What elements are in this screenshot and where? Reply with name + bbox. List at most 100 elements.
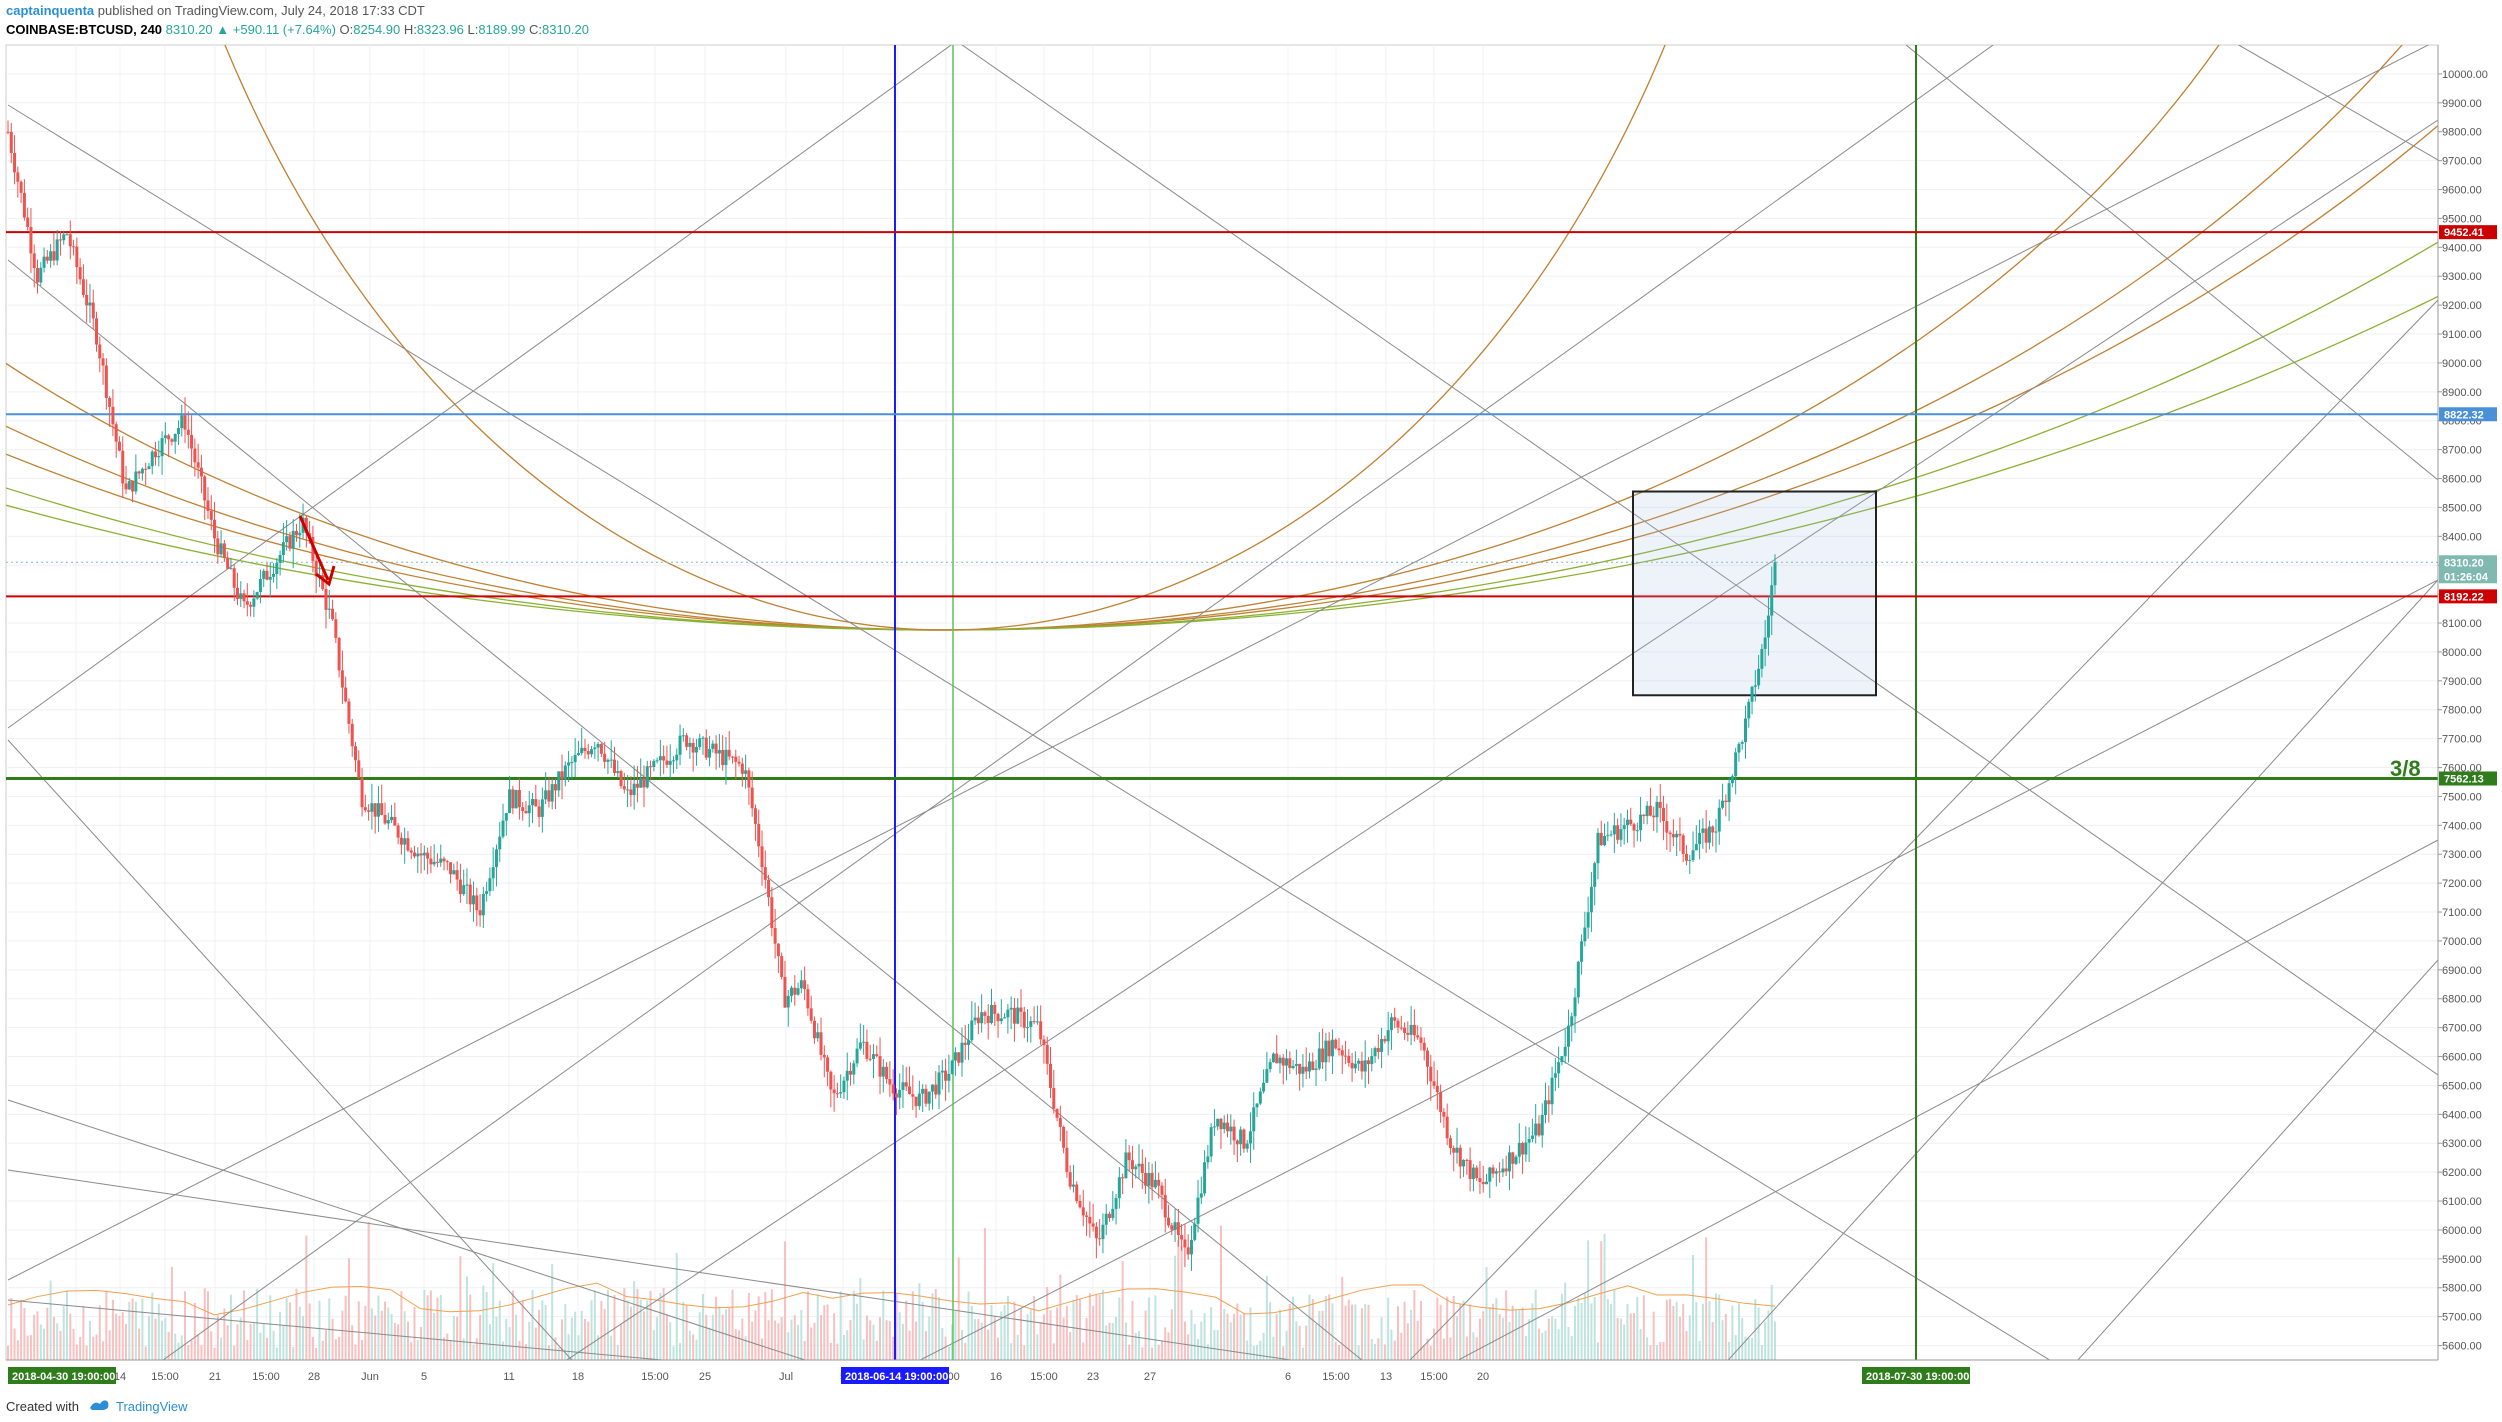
price-tick-label: 7100.00 (2442, 907, 2482, 919)
volume-bar (1223, 1308, 1226, 1360)
candle-body (1285, 1058, 1289, 1066)
candle-body (1599, 832, 1603, 846)
candle-body (537, 806, 541, 817)
volume-bar (1403, 1301, 1406, 1360)
volume-bar (731, 1289, 734, 1360)
volume-bar (508, 1327, 511, 1360)
candle-body (629, 789, 633, 796)
candle-body (1055, 1108, 1059, 1118)
volume-bar (810, 1327, 813, 1360)
candle-body (81, 279, 85, 295)
volume-bar (757, 1296, 760, 1360)
time-tick-label: 15:00 (641, 1371, 669, 1383)
candle-body (1478, 1178, 1482, 1182)
candle-body (1514, 1156, 1518, 1164)
candle-body (288, 536, 292, 549)
volume-bar (1019, 1308, 1022, 1360)
tradingview-link[interactable]: TradingView (116, 1399, 188, 1414)
price-axis[interactable]: 5600.00 5700.00 5800.00 5900.00 6000.00 6100.… (2437, 45, 2502, 1360)
volume-bar (252, 1323, 255, 1360)
candle-body (921, 1088, 925, 1094)
author-link[interactable]: captainquenta (6, 3, 95, 18)
volume-bar (715, 1296, 718, 1360)
volume-bar (1190, 1310, 1193, 1360)
volume-bar (511, 1290, 514, 1360)
candle-body (1271, 1053, 1275, 1063)
candle-body (475, 895, 479, 911)
candle-body (1658, 801, 1662, 808)
volume-bar (1354, 1304, 1357, 1360)
volume-bar (1705, 1237, 1708, 1360)
candle-body (1003, 1017, 1007, 1019)
candle-body (370, 803, 374, 812)
candle-body (1324, 1040, 1328, 1063)
candle-body (98, 344, 102, 359)
candle-body (1724, 800, 1728, 803)
volume-bar (561, 1319, 564, 1360)
candle-body (694, 746, 698, 753)
candle-body (953, 1052, 957, 1061)
tradingview-logo-icon[interactable] (88, 1396, 110, 1414)
volume-bar (1216, 1330, 1219, 1360)
candle-body (1681, 835, 1685, 854)
candle-body (1586, 912, 1590, 928)
price-tick-label: 6100.00 (2442, 1196, 2482, 1208)
volume-bar (1564, 1282, 1567, 1360)
price-tick-label: 8600.00 (2442, 474, 2482, 486)
volume-bar (1105, 1325, 1108, 1360)
volume-bar (1416, 1320, 1419, 1360)
candle-body (1068, 1172, 1072, 1187)
candle-body (740, 763, 744, 774)
candle-body (39, 267, 43, 283)
volume-bar (1275, 1314, 1278, 1360)
price-chart[interactable]: 3/85600.005700.005800.005900.006000.0061… (0, 0, 2502, 1391)
candle-body (616, 771, 620, 773)
candle-body (334, 619, 338, 639)
highlight-box[interactable] (1632, 490, 1877, 697)
candle-body (1622, 825, 1626, 830)
candle-body (1032, 1021, 1036, 1023)
candle-body (222, 543, 226, 558)
volume-bar (1131, 1301, 1134, 1360)
candle-body (1717, 807, 1721, 832)
candle-body (1747, 701, 1751, 719)
volume-bar (1557, 1329, 1560, 1360)
volume-bar (1482, 1311, 1485, 1360)
volume-bar (1469, 1304, 1472, 1360)
candle-body (449, 862, 453, 875)
volume-bar (570, 1317, 573, 1360)
candle-body (1458, 1147, 1462, 1167)
volume-bar (206, 1291, 209, 1360)
time-tick-label: 15:00 (1030, 1371, 1058, 1383)
volume-bar (924, 1331, 927, 1360)
candle-body (1242, 1129, 1246, 1149)
volume-bar (452, 1316, 455, 1360)
candle-body (1350, 1062, 1354, 1069)
candle-body (1606, 835, 1610, 837)
candle-body (1406, 1032, 1410, 1035)
plot-area[interactable] (5, 44, 2439, 1361)
level-price-text: 9452.41 (2444, 227, 2484, 239)
ohlc-line: COINBASE:BTCUSD, 240 8310.20 ▲ +590.11 (… (6, 22, 589, 37)
volume-bar (820, 1315, 823, 1360)
volume-bar (711, 1314, 714, 1360)
volume-bar (170, 1266, 173, 1360)
candle-body (1688, 859, 1692, 861)
volume-bar (898, 1312, 901, 1360)
candle-body (209, 510, 213, 520)
volume-bar (688, 1330, 691, 1360)
volume-bar (275, 1347, 278, 1360)
volume-bar (1059, 1274, 1062, 1360)
volume-bar (1072, 1299, 1075, 1360)
candle-body (1288, 1058, 1292, 1069)
volume-bar (856, 1303, 859, 1360)
volume-bar (285, 1297, 288, 1360)
candle-body (1140, 1163, 1144, 1174)
volume-bar (1147, 1297, 1150, 1360)
candle-body (622, 786, 626, 790)
time-axis[interactable]: 301415:002115:0028Jun5111815:0025Jul5915… (6, 1359, 2438, 1391)
candle-body (1203, 1162, 1207, 1194)
volume-bar (377, 1295, 380, 1360)
candle-body (1108, 1213, 1112, 1219)
candle-body (127, 481, 131, 490)
